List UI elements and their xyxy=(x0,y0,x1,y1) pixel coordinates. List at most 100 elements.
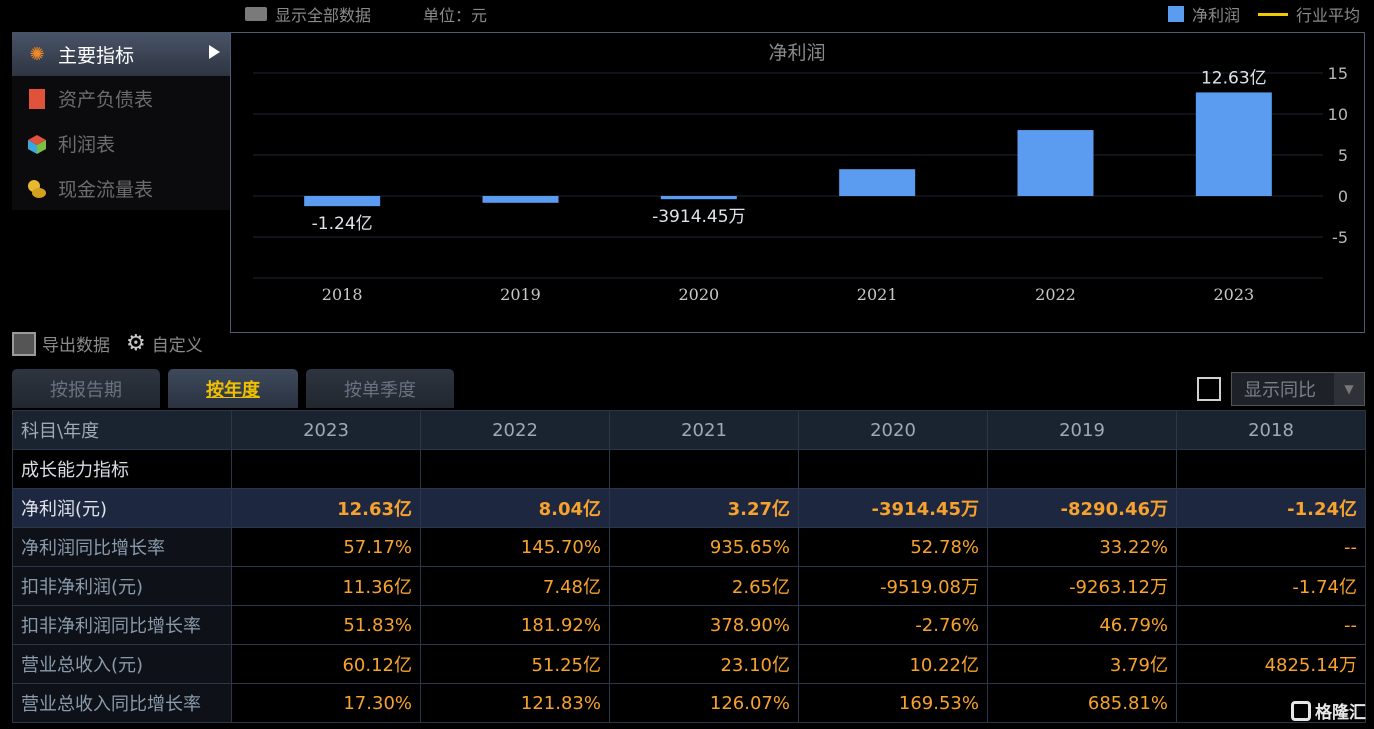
y-tick-label: 10 xyxy=(1328,105,1348,124)
x-tick-label: 2018 xyxy=(322,285,363,304)
table-cell: 51.83% xyxy=(231,605,421,645)
watermark: 格隆汇 xyxy=(1291,698,1366,723)
row-label: 营业总收入同比增长率 xyxy=(12,683,232,723)
chart-panel: 净利润 15 10 5 0 -5 2018 -1.24亿 2019 2020 -3914.45万 20… xyxy=(230,32,1365,333)
table-cell: 57.17% xyxy=(231,527,421,567)
table-cell: 935.65% xyxy=(609,527,799,567)
table-cell: -8290.46万 xyxy=(987,488,1177,528)
x-tick-label: 2021 xyxy=(857,285,898,304)
asterisk-icon: ✺ xyxy=(29,43,45,65)
row-label: 营业总收入(元) xyxy=(12,644,232,684)
coins-icon xyxy=(26,178,48,200)
sidebar-item-cash-flow[interactable]: 现金流量表 xyxy=(12,166,230,211)
table-cell: 685.81% xyxy=(987,683,1177,723)
legend-average-swatch xyxy=(1257,12,1288,16)
show-all-toggle[interactable]: 显示全部数据 xyxy=(245,2,371,26)
table-cell: -- xyxy=(1176,605,1366,645)
table-row[interactable]: 营业总收入同比增长率 17.30% 121.83% 126.07% 169.53% 685… xyxy=(12,683,1366,723)
watermark-text: 格隆汇 xyxy=(1315,703,1366,723)
table-row[interactable]: 扣非净利润同比增长率 51.83% 181.92% 378.90% -2.76% 46.7… xyxy=(12,605,1366,645)
table-cell: -1.24亿 xyxy=(1176,488,1366,528)
y-tick-label: 5 xyxy=(1338,146,1348,165)
table-cell xyxy=(987,449,1177,489)
x-tick-label: 2019 xyxy=(500,285,541,304)
toolbar: 导出数据 ⚙ 自定义 xyxy=(12,331,219,356)
chart-legend: 净利润 行业平均 xyxy=(1167,2,1360,26)
chart-bar xyxy=(1017,130,1094,196)
tab-by-quarter[interactable]: 按单季度 xyxy=(306,369,454,408)
table-cell: 126.07% xyxy=(609,683,799,723)
table-cell xyxy=(420,449,610,489)
period-tabs: 按报告期 按年度 按单季度 xyxy=(12,369,454,408)
column-header-year[interactable]: 2022 xyxy=(420,410,610,450)
sidebar-item-income-statement[interactable]: 利润表 xyxy=(12,121,230,166)
legend-series-swatch xyxy=(1167,6,1184,22)
column-header-year[interactable]: 2018 xyxy=(1176,410,1366,450)
table-cell: 12.63亿 xyxy=(231,488,421,528)
legend-series-label: 净利润 xyxy=(1191,6,1240,25)
column-header-year[interactable]: 2023 xyxy=(231,410,421,450)
table-cell xyxy=(1176,449,1366,489)
unit-label: 单位：元 xyxy=(423,6,488,25)
brand-logo-icon xyxy=(1291,700,1311,721)
table-cell xyxy=(1176,683,1366,723)
table-header-row: 科目\年度 2023 2022 2021 2020 2019 2018 xyxy=(12,410,1366,450)
table-cell: 121.83% xyxy=(420,683,610,723)
column-header-year[interactable]: 2020 xyxy=(798,410,988,450)
legend-average-label: 行业平均 xyxy=(1295,6,1360,25)
sidebar-item-label: 主要指标 xyxy=(58,44,135,67)
yoy-checkbox[interactable] xyxy=(1197,377,1221,401)
sidebar-item-balance-sheet[interactable]: 资产负债表 xyxy=(12,76,230,121)
table-cell: 3.79亿 xyxy=(987,644,1177,684)
column-header-year[interactable]: 2019 xyxy=(987,410,1177,450)
top-bar: 显示全部数据 单位：元 净利润 行业平均 xyxy=(0,0,1374,26)
yoy-select-label: 显示同比 xyxy=(1244,380,1316,401)
table-cell: 181.92% xyxy=(420,605,610,645)
financial-table: 科目\年度 2023 2022 2021 2020 2019 2018 成长能力指标 净利润(元… xyxy=(12,410,1366,723)
table-cell: 17.30% xyxy=(231,683,421,723)
sidebar: ✺ 主要指标 资产负债表 利润表 现金流量表 xyxy=(12,32,230,210)
tab-by-year[interactable]: 按年度 xyxy=(168,369,298,408)
export-button[interactable]: 导出数据 xyxy=(12,331,110,356)
chart-bar xyxy=(839,169,916,196)
table-row[interactable]: 扣非净利润(元) 11.36亿 7.48亿 2.65亿 -9519.08万 -9263.1… xyxy=(12,566,1366,606)
chevron-down-icon[interactable]: ▼ xyxy=(1334,373,1364,405)
x-tick-label: 2020 xyxy=(678,285,719,304)
table-cell: -9263.12万 xyxy=(987,566,1177,606)
customize-button[interactable]: ⚙ 自定义 xyxy=(126,331,203,356)
sidebar-item-label: 现金流量表 xyxy=(58,179,154,201)
table-cell: 3.27亿 xyxy=(609,488,799,528)
customize-label: 自定义 xyxy=(151,336,203,356)
table-cell: 8.04亿 xyxy=(420,488,610,528)
section-title: 成长能力指标 xyxy=(12,449,232,489)
table-row[interactable]: 净利润(元) 12.63亿 8.04亿 3.27亿 -3914.45万 -8290.46万… xyxy=(12,488,1366,528)
table-row[interactable]: 营业总收入(元) 60.12亿 51.25亿 23.10亿 10.22亿 3.79亿 482… xyxy=(12,644,1366,684)
row-label: 净利润(元) xyxy=(12,488,232,528)
tab-by-report-period[interactable]: 按报告期 xyxy=(12,369,160,408)
y-tick-label: -5 xyxy=(1332,228,1348,247)
table-cell xyxy=(231,449,421,489)
table-cell: 33.22% xyxy=(987,527,1177,567)
net-profit-chart: 净利润 15 10 5 0 -5 2018 -1.24亿 2019 2020 -3914.45万 20… xyxy=(253,42,1348,304)
gear-icon: ⚙ xyxy=(126,331,146,356)
table-cell: 11.36亿 xyxy=(231,566,421,606)
sidebar-item-main-indicators[interactable]: ✺ 主要指标 xyxy=(12,32,230,76)
y-tick-label: 15 xyxy=(1328,64,1348,83)
table-cell: -1.74亿 xyxy=(1176,566,1366,606)
sidebar-item-label: 利润表 xyxy=(58,134,116,156)
table-cell: 145.70% xyxy=(420,527,610,567)
sidebar-item-label: 资产负债表 xyxy=(58,89,154,111)
table-cell: 4825.14万 xyxy=(1176,644,1366,684)
table-cell xyxy=(609,449,799,489)
data-label: 12.63亿 xyxy=(1201,68,1267,88)
chart-bar xyxy=(304,196,381,207)
yoy-select[interactable]: 显示同比 ▼ xyxy=(1231,372,1365,406)
table-cell: 52.78% xyxy=(798,527,988,567)
table-cell: -- xyxy=(1176,527,1366,567)
export-label: 导出数据 xyxy=(42,336,110,356)
column-header-year[interactable]: 2021 xyxy=(609,410,799,450)
table-row[interactable]: 净利润同比增长率 57.17% 145.70% 935.65% 52.78% 33.22%… xyxy=(12,527,1366,567)
x-tick-label: 2022 xyxy=(1035,285,1076,304)
x-tick-label: 2023 xyxy=(1213,285,1254,304)
cube-icon xyxy=(26,133,48,155)
